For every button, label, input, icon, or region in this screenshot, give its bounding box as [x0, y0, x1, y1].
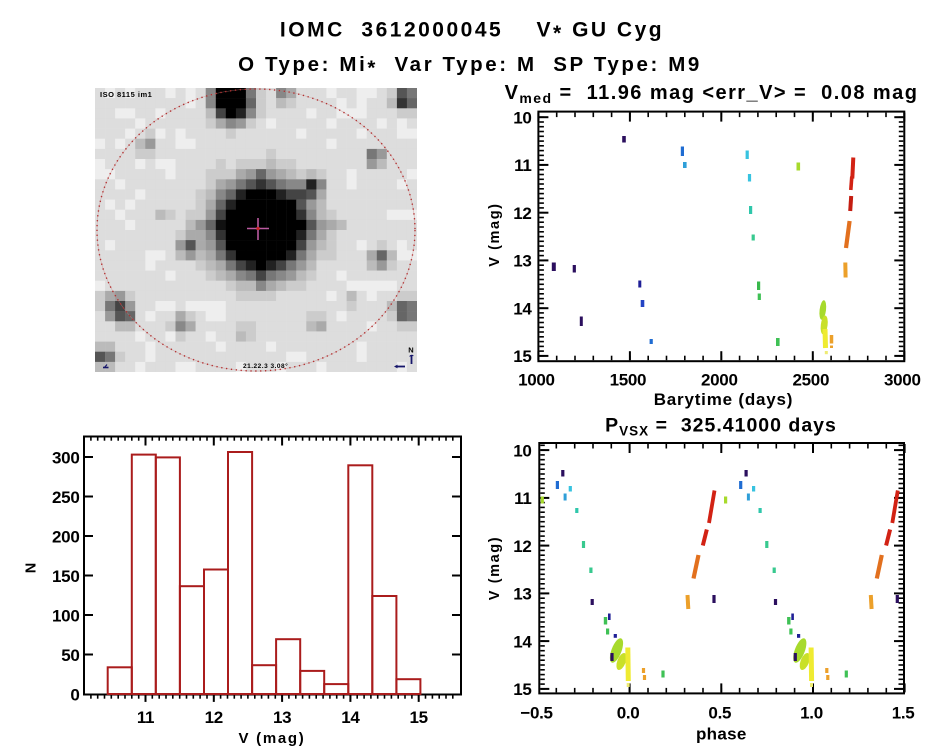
svg-text:V (mag): V (mag) — [239, 730, 306, 747]
svg-text:14: 14 — [513, 632, 532, 651]
svg-text:1500: 1500 — [610, 371, 647, 390]
svg-text:100: 100 — [52, 606, 79, 625]
svg-text:14: 14 — [513, 300, 532, 319]
svg-text:200: 200 — [52, 527, 79, 546]
svg-text:11: 11 — [137, 708, 154, 727]
svg-text:2500: 2500 — [792, 371, 829, 390]
svg-text:N: N — [408, 346, 413, 355]
svg-text:10: 10 — [513, 109, 531, 128]
svg-text:12: 12 — [513, 204, 531, 223]
svg-text:−0.5: −0.5 — [520, 704, 552, 723]
svg-text:15: 15 — [410, 708, 428, 727]
svg-text:Vmed = 11.96 mag <err_V> = 0: Vmed = 11.96 mag <err_V> = 0.08 mag — [505, 82, 919, 106]
svg-text:12: 12 — [205, 708, 223, 727]
svg-text:11: 11 — [514, 489, 531, 508]
svg-text:Barytime (days): Barytime (days) — [654, 390, 794, 409]
svg-text:V (mag): V (mag) — [487, 536, 503, 600]
svg-text:15: 15 — [513, 347, 531, 366]
svg-text:0.5: 0.5 — [708, 704, 731, 723]
svg-text:2000: 2000 — [701, 371, 738, 390]
svg-text:300: 300 — [52, 448, 79, 467]
svg-text:0.0: 0.0 — [617, 704, 640, 723]
svg-text:15: 15 — [513, 680, 531, 699]
svg-text:phase: phase — [696, 725, 747, 744]
svg-text:N: N — [24, 563, 40, 573]
svg-text:0: 0 — [70, 685, 79, 704]
svg-text:250: 250 — [52, 488, 79, 507]
svg-text:50: 50 — [61, 646, 79, 665]
svg-text:O Type: Mi* Var Type: M SP T: O Type: Mi* Var Type: M SP Type: M9 — [238, 53, 702, 80]
svg-text:21.22.3 3.08°: 21.22.3 3.08° — [243, 362, 288, 370]
svg-text:12: 12 — [513, 537, 531, 556]
svg-text:1000: 1000 — [518, 371, 555, 390]
svg-text:1.5: 1.5 — [892, 704, 915, 723]
svg-text:14: 14 — [341, 708, 360, 727]
svg-text:13: 13 — [513, 585, 531, 604]
svg-text:3000: 3000 — [884, 371, 921, 390]
svg-text:V (mag): V (mag) — [487, 202, 503, 266]
svg-text:13: 13 — [513, 252, 531, 271]
svg-text:1.0: 1.0 — [800, 704, 823, 723]
svg-text:150: 150 — [52, 567, 79, 586]
svg-text:13: 13 — [273, 708, 291, 727]
svg-text:ISO 8115 im1: ISO 8115 im1 — [100, 90, 152, 99]
svg-text:10: 10 — [513, 441, 531, 460]
svg-text:IOMC 3612000045 V* GU Cyg: IOMC 3612000045 V* GU Cyg — [280, 19, 664, 46]
svg-text:11: 11 — [514, 156, 531, 175]
